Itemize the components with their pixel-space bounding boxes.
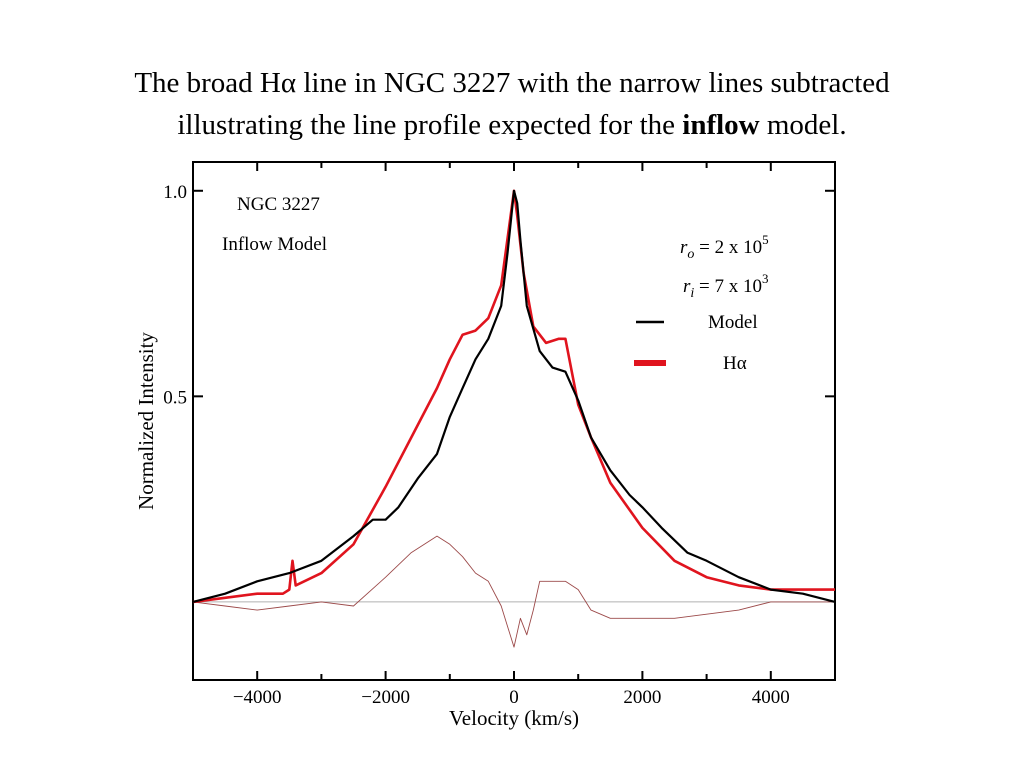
x-axis-label: Velocity (km/s) [449, 706, 579, 730]
ri-value: = 7 x 10 [694, 276, 762, 297]
slide-title: The broad Hα line in NGC 3227 with the n… [0, 62, 1024, 146]
y-axis-label: Normalized Intensity [134, 332, 158, 510]
title-bold-word: inflow [682, 109, 760, 141]
x-tick-label: −4000 [233, 687, 282, 708]
title-text: line in NGC 3227 with the narrow lines s… [296, 67, 890, 99]
alpha-symbol: α [280, 67, 297, 99]
y-tick-label: 1.0 [163, 182, 187, 203]
series-line-residual [192, 535, 835, 648]
x-tick-label: 4000 [752, 687, 790, 708]
ro-symbol: r [680, 237, 688, 258]
ro-exponent: 5 [762, 232, 769, 247]
ri-exponent: 3 [762, 271, 769, 286]
x-tick-label: 2000 [623, 687, 661, 708]
series-layer [192, 189, 836, 648]
title-text: illustrating the line profile expected f… [177, 109, 683, 141]
title-line-1: The broad Hα line in NGC 3227 with the n… [0, 62, 1024, 104]
ro-value: = 2 x 10 [694, 237, 762, 258]
ro-subscript: o [687, 247, 694, 262]
x-tick-label: −2000 [361, 687, 410, 708]
ri-subscript: i [690, 286, 694, 301]
object-label: NGC 3227 [237, 194, 320, 215]
legend-label-model: Model [708, 312, 758, 333]
ri-parameter: ri = 7 x 103 [683, 271, 769, 301]
ri-symbol: r [683, 276, 691, 297]
series-line-model [192, 189, 836, 603]
legend-label-halpha: Hα [723, 353, 747, 374]
axis-ticks: −4000 −2000 0 2000 4000 0.5 1.0 [163, 162, 836, 708]
title-line-2: illustrating the line profile expected f… [0, 104, 1024, 146]
title-text: model. [759, 109, 847, 141]
model-label: Inflow Model [222, 234, 327, 255]
x-tick-label: 0 [509, 687, 519, 708]
title-text: The broad H [134, 67, 281, 99]
y-tick-label: 0.5 [163, 387, 187, 408]
ro-parameter: ro = 2 x 105 [680, 232, 769, 262]
